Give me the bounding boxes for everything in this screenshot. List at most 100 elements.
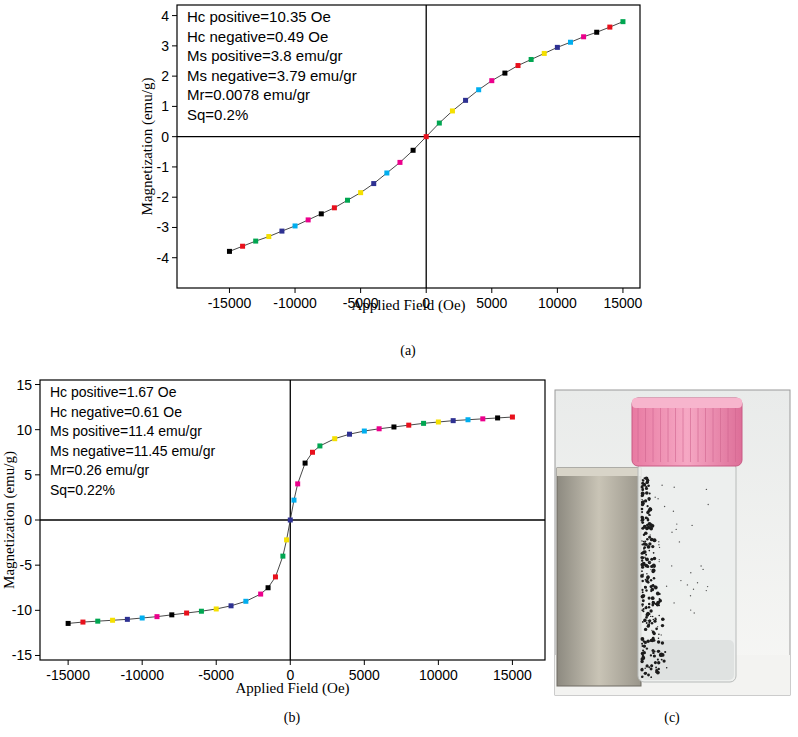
particle (694, 612, 695, 613)
particle (641, 560, 643, 562)
y-tick-label: 4 (161, 8, 169, 24)
x-tick-label: 10000 (419, 667, 458, 683)
particle (640, 668, 643, 671)
y-tick-label: -10 (12, 602, 32, 618)
data-point (303, 461, 308, 466)
particle (641, 637, 645, 641)
y-tick (172, 15, 177, 16)
data-point (199, 609, 204, 614)
particle (671, 565, 672, 566)
photo-frame (555, 390, 790, 695)
data-point (476, 87, 481, 92)
particle (671, 532, 672, 533)
particle (641, 580, 643, 582)
y-tick-label: 5 (24, 467, 32, 483)
particle (644, 628, 647, 631)
cap-rib (720, 404, 721, 462)
particle (653, 620, 656, 623)
particle (644, 667, 645, 668)
particle (654, 661, 657, 664)
data-point (284, 537, 289, 542)
data-point (516, 63, 521, 68)
y-tick (35, 384, 40, 385)
particle (674, 487, 675, 488)
annotation: Hc negative=0.61 Oe (50, 404, 182, 420)
y-tick-label: 10 (16, 422, 32, 438)
data-point (594, 30, 599, 35)
particle (654, 651, 656, 653)
x-tick (512, 660, 513, 665)
particle (650, 676, 652, 678)
particle (641, 540, 642, 541)
data-point (358, 190, 363, 195)
data-point (279, 229, 284, 234)
particle (644, 564, 646, 566)
x-tick (290, 660, 291, 665)
particle (648, 666, 650, 668)
particle (641, 570, 643, 572)
data-point (243, 599, 248, 604)
y-tick-label: -4 (157, 250, 170, 266)
particle (641, 516, 644, 519)
particle (659, 593, 661, 595)
particle (652, 616, 654, 618)
cap-rib (668, 404, 669, 462)
y-axis-label: Magnetization (emu/g) (139, 78, 156, 216)
particle (657, 498, 658, 499)
data-point (581, 34, 586, 39)
particle (641, 501, 643, 503)
particle (707, 586, 708, 587)
particle (661, 659, 663, 661)
data-point (362, 429, 367, 434)
particle (645, 491, 649, 495)
data-point (240, 244, 245, 249)
cap-rib (653, 404, 654, 462)
particle (643, 551, 645, 553)
annotation: Hc negative=0.49 Oe (187, 28, 328, 45)
particle (641, 676, 643, 678)
particle (679, 541, 680, 542)
data-point (384, 170, 389, 175)
particle (647, 497, 650, 500)
particle (651, 630, 652, 631)
data-point (125, 617, 130, 622)
particle (650, 616, 651, 617)
y-tick (172, 45, 177, 46)
particle (653, 557, 656, 560)
data-point (293, 223, 298, 228)
particle (644, 499, 647, 502)
particle (650, 534, 651, 535)
particle (646, 647, 648, 649)
x-tick (216, 660, 217, 665)
particle (706, 489, 707, 490)
particle (641, 668, 643, 670)
plot-frame (40, 380, 545, 660)
data-point (437, 121, 442, 126)
chart-panel: -15000-10000-5000050001000015000-15-10-5… (1, 377, 545, 726)
particle (646, 639, 649, 642)
particle (659, 559, 660, 560)
particle (657, 626, 658, 627)
annotation: Hc positive=10.35 Oe (187, 8, 331, 25)
particle (652, 601, 654, 603)
x-tick-label: -5000 (198, 667, 234, 683)
y-tick-label: 15 (16, 377, 32, 393)
y-tick-label: 3 (161, 38, 169, 54)
vial-cap (632, 398, 742, 466)
particle (641, 519, 644, 522)
y-tick (172, 76, 177, 77)
particle (642, 494, 644, 496)
data-point (332, 205, 337, 210)
y-axis-label: Magnetization (emu/g) (1, 451, 18, 589)
particle (641, 559, 643, 561)
particle (650, 588, 654, 592)
data-point (620, 19, 625, 24)
particle (690, 572, 691, 573)
data-point (154, 614, 159, 619)
particle (666, 586, 667, 587)
particle (706, 590, 707, 591)
data-point (110, 618, 115, 623)
cap-rib (728, 404, 729, 462)
particle (648, 603, 651, 606)
particle (661, 641, 664, 644)
